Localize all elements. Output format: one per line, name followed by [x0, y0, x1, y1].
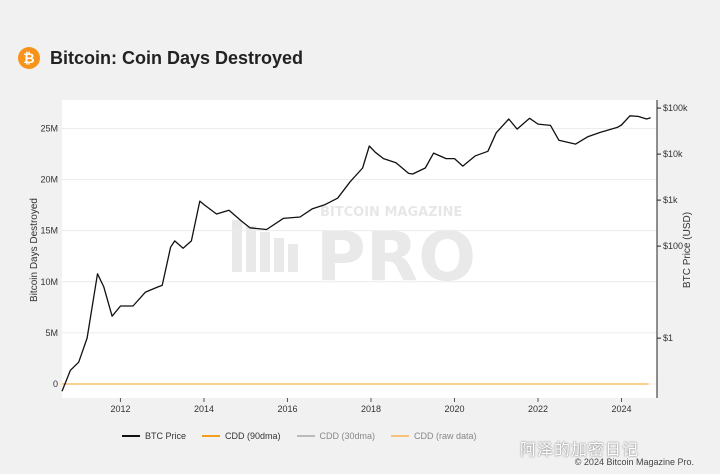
watermark-logo-icon-bar: [260, 232, 270, 272]
watermark-logo-icon: [232, 220, 242, 272]
x-tick-label: 2020: [444, 404, 464, 414]
legend-label: BTC Price: [145, 431, 187, 441]
watermark-logo-icon-bar: [246, 226, 256, 272]
y-left-tick-label: 5M: [45, 328, 58, 338]
legend: BTC Price CDD (90dma) CDD (30dma) CDD (r…: [122, 431, 477, 441]
legend-label: CDD (raw data): [414, 431, 477, 441]
series-layer: [61, 115, 651, 392]
y-left-tick-label: 0: [53, 379, 58, 389]
x-tick-label: 2022: [528, 404, 548, 414]
watermark-logo-icon-bar: [288, 244, 298, 272]
chart-header: ₿ Bitcoin: Coin Days Destroyed: [18, 44, 303, 72]
y-right-tick-label: $100: [663, 241, 683, 251]
watermark-logo-icon-bar: [274, 238, 284, 272]
page-title: Bitcoin: Coin Days Destroyed: [50, 47, 304, 68]
y-left-tick-label: 25M: [40, 123, 58, 133]
y-axis-left: 0 5M 10M 15M 20M 25M: [40, 123, 58, 389]
legend-swatch: [296, 435, 315, 437]
x-tick-label: 2012: [110, 404, 130, 414]
legend-swatch: [202, 435, 221, 437]
social-watermark: 阿泽的加密日记: [520, 440, 640, 459]
legend-item-cdd-90dma[interactable]: CDD (90dma): [202, 431, 281, 441]
legend-item-btc-price[interactable]: BTC Price: [122, 431, 186, 441]
bitcoin-logo-icon: ₿: [18, 47, 40, 69]
legend-item-cdd-30dma[interactable]: CDD (30dma): [296, 431, 376, 441]
legend-item-cdd-raw[interactable]: CDD (raw data): [391, 431, 477, 441]
series-line-btc-price: [61, 115, 651, 392]
y-right-tick-label: $10k: [663, 149, 683, 159]
legend-label: CDD (90dma): [225, 431, 281, 441]
y-axis-right: $1 $100 $1k $10k $100k: [657, 103, 688, 343]
y-left-tick-label: 15M: [40, 226, 58, 236]
watermark-brand-main: PRO: [316, 218, 476, 297]
x-tick-label: 2018: [361, 404, 381, 414]
y-left-tick-label: 20M: [40, 175, 58, 185]
plot-area: [62, 100, 657, 398]
y-left-tick-label: 10M: [40, 277, 58, 287]
y-right-tick-label: $1k: [663, 195, 678, 205]
y-axis-right-label: BTC Price (USD): [682, 212, 693, 288]
legend-swatch: [122, 435, 140, 437]
x-tick-label: 2014: [194, 404, 214, 414]
copyright-footer: © 2024 Bitcoin Magazine Pro.: [574, 457, 694, 467]
y-axis-left-label: Bitcoin Days Destroyed: [29, 198, 40, 302]
y-right-tick-label: $1: [663, 333, 673, 343]
legend-swatch: [391, 435, 410, 437]
x-axis: 2012 2014 2016 2018 2020 2022 2024: [110, 398, 632, 414]
x-tick-label: 2016: [277, 404, 297, 414]
watermark-brand-top: BITCOIN MAGAZINE: [320, 205, 462, 220]
x-tick-label: 2024: [611, 404, 631, 414]
legend-label: CDD (30dma): [319, 431, 376, 441]
y-right-tick-label: $100k: [663, 103, 688, 113]
